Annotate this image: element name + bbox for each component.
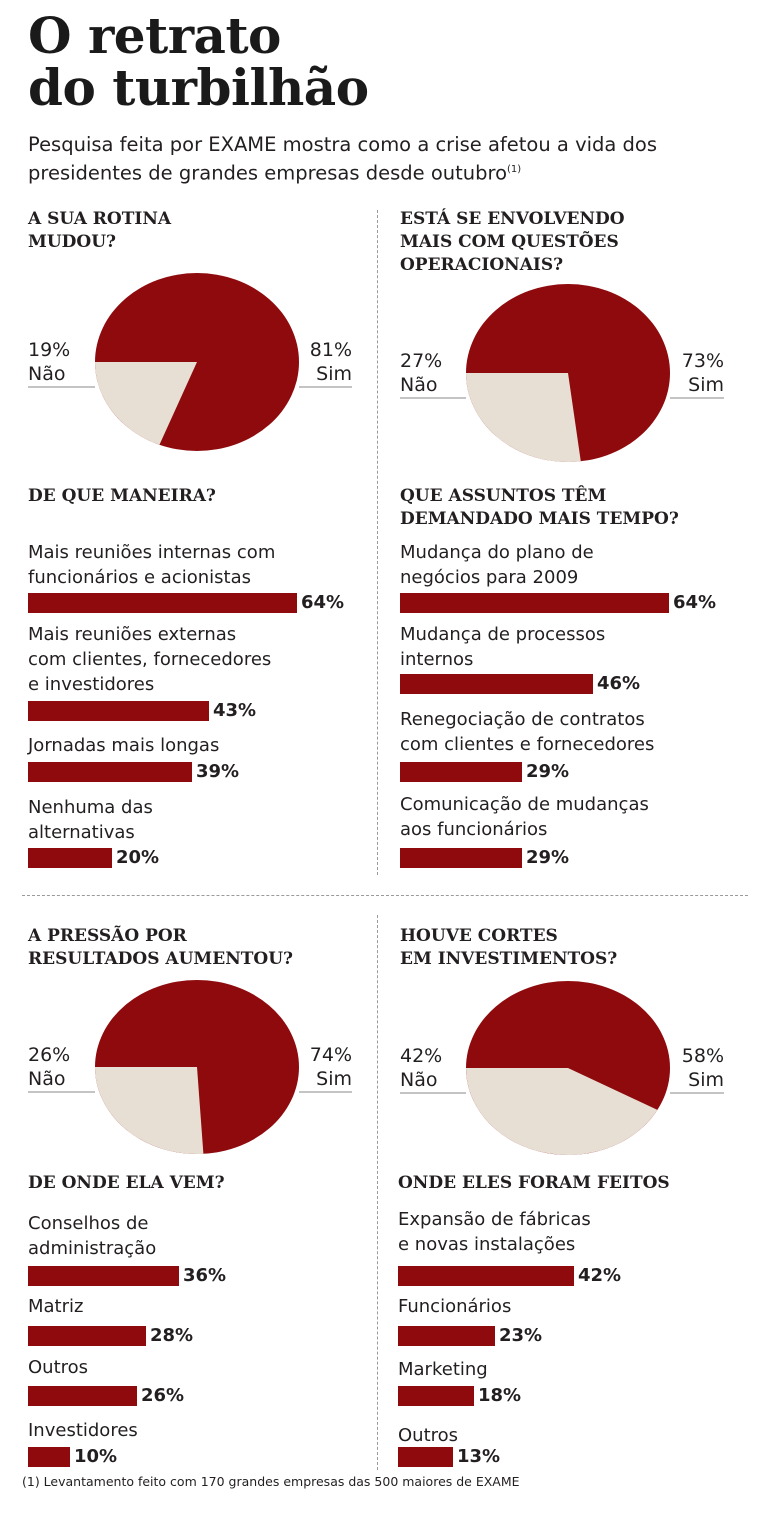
- bar-value-label: 43%: [213, 700, 257, 721]
- pie-label-sim-value: 73%: [681, 350, 724, 372]
- page-title: O retrato do turbilhão: [28, 10, 748, 114]
- question-p4: HOUVE CORTES EM INVESTIMENTOS?: [400, 926, 618, 969]
- bar-value-label: 23%: [499, 1325, 543, 1346]
- pie-label-nao-value: 27%: [400, 350, 443, 372]
- bar-category-label: Nenhuma das alternativas: [28, 797, 153, 843]
- bar-category-label: Funcionários: [398, 1296, 512, 1317]
- pie-label-nao: Não: [400, 1069, 438, 1091]
- bar: [28, 1266, 179, 1286]
- bar: [398, 1326, 495, 1346]
- title-line-1: O retrato: [28, 6, 281, 65]
- pie-label-sim: Sim: [316, 363, 352, 385]
- bar-category-label: Expansão de fábricas e novas instalações: [398, 1209, 591, 1255]
- subtitle-footnote-ref: (1): [507, 164, 522, 175]
- pie-label-sim-value: 81%: [309, 339, 352, 361]
- bar-category-label: Investidores: [28, 1420, 138, 1441]
- question-b1: DE QUE MANEIRA?: [28, 486, 216, 506]
- bar-value-label: 20%: [116, 847, 160, 868]
- question-b3: DE ONDE ELA VEM?: [28, 1173, 225, 1193]
- divider-horizontal: [22, 895, 748, 896]
- bar-value-label: 29%: [526, 847, 570, 868]
- bar-value-label: 36%: [183, 1265, 227, 1286]
- bar-value-label: 64%: [301, 592, 345, 613]
- pie-label-nao-value: 26%: [28, 1044, 71, 1066]
- pie-slice-nao: [466, 1068, 658, 1155]
- question-b4: ONDE ELES FORAM FEITOS: [398, 1173, 670, 1193]
- bar: [400, 674, 593, 694]
- title-line-2: do turbilhão: [28, 58, 369, 117]
- subtitle: Pesquisa feita por EXAME mostra como a c…: [28, 132, 748, 186]
- question-p2: ESTÁ SE ENVOLVENDO MAIS COM QUESTÕES OPE…: [400, 209, 625, 275]
- question-p1: A SUA ROTINA MUDOU?: [28, 209, 172, 252]
- bar-category-label: Marketing: [398, 1359, 488, 1380]
- bar-value-label: 18%: [478, 1385, 522, 1406]
- question-b2: QUE ASSUNTOS TÊM DEMANDADO MAIS TEMPO?: [400, 486, 679, 529]
- bar: [398, 1266, 574, 1286]
- bar: [28, 1447, 70, 1467]
- bar-category-label: Matriz: [28, 1296, 84, 1317]
- footnote: (1) Levantamento feito com 170 grandes e…: [22, 1474, 520, 1489]
- bar: [398, 1447, 453, 1467]
- bar-category-label: Mais reuniões externas com clientes, for…: [28, 624, 272, 695]
- bar-category-label: Outros: [28, 1357, 89, 1378]
- bar: [400, 593, 669, 613]
- bar: [398, 1386, 474, 1406]
- pie-slice-nao: [466, 373, 581, 462]
- pie-label-sim: Sim: [688, 374, 724, 396]
- bar-category-label: Mais reuniões internas com funcionários …: [28, 542, 276, 588]
- pie-label-sim: Sim: [316, 1068, 352, 1090]
- pie-label-nao-value: 42%: [400, 1045, 443, 1067]
- bar-value-label: 13%: [457, 1446, 501, 1467]
- bar-value-label: 46%: [597, 673, 641, 694]
- bar-category-label: Mudança do plano de negócios para 2009: [400, 542, 594, 588]
- bar-category-label: Mudança de processos internos: [400, 624, 606, 670]
- divider-vertical-top: [377, 210, 378, 875]
- pie-label-nao: Não: [28, 1068, 66, 1090]
- pie-slice-nao: [95, 362, 197, 445]
- question-p3: A PRESSÃO POR RESULTADOS AUMENTOU?: [28, 926, 293, 969]
- bar: [28, 701, 209, 721]
- subtitle-text: Pesquisa feita por EXAME mostra como a c…: [28, 133, 658, 185]
- bar-value-label: 26%: [141, 1385, 185, 1406]
- bar: [28, 762, 192, 782]
- bar-category-label: Comunicação de mudanças aos funcionários: [400, 794, 649, 840]
- bar-value-label: 29%: [526, 761, 570, 782]
- bar-value-label: 64%: [673, 592, 717, 613]
- bar-category-label: Renegociação de contratos com clientes e…: [400, 709, 655, 755]
- pie-label-sim-value: 58%: [681, 1045, 724, 1067]
- bar: [28, 1386, 137, 1406]
- pie-label-nao: Não: [28, 363, 66, 385]
- bar-category-label: Outros: [398, 1425, 459, 1446]
- bar: [400, 762, 522, 782]
- bar: [28, 593, 297, 613]
- pie-slice-nao: [95, 1067, 204, 1154]
- bar-category-label: Jornadas mais longas: [28, 735, 220, 756]
- pie-label-sim-value: 74%: [309, 1044, 352, 1066]
- bar: [28, 1326, 146, 1346]
- bar-value-label: 28%: [150, 1325, 194, 1346]
- pie-label-sim: Sim: [688, 1069, 724, 1091]
- divider-vertical-bottom: [377, 915, 378, 1470]
- bar-value-label: 39%: [196, 761, 240, 782]
- bar: [400, 848, 522, 868]
- pie-label-nao-value: 19%: [28, 339, 71, 361]
- bar: [28, 848, 112, 868]
- bar-value-label: 42%: [578, 1265, 622, 1286]
- bar-value-label: 10%: [74, 1446, 118, 1467]
- pie-label-nao: Não: [400, 374, 438, 396]
- bar-category-label: Conselhos de administração: [28, 1213, 157, 1259]
